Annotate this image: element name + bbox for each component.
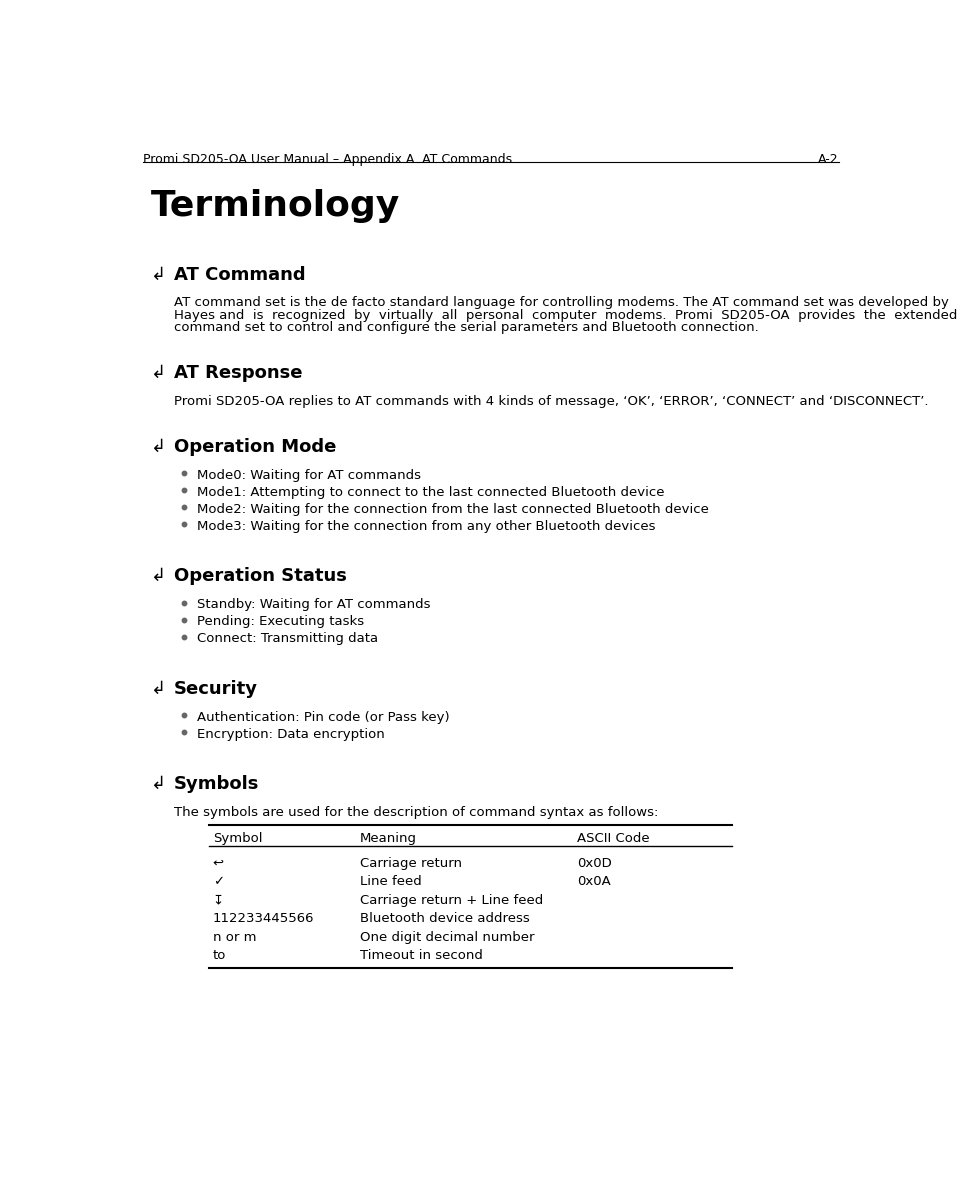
Text: ↩: ↩ [213,856,224,869]
Text: Authentication: Pin code (or Pass key): Authentication: Pin code (or Pass key) [197,710,450,723]
Text: Mode2: Waiting for the connection from the last connected Bluetooth device: Mode2: Waiting for the connection from t… [197,503,709,516]
Text: Promi SD205-OA User Manual – Appendix A. AT Commands: Promi SD205-OA User Manual – Appendix A.… [143,153,513,166]
Text: Symbols: Symbols [174,776,260,793]
Text: to: to [213,949,226,962]
Text: One digit decimal number: One digit decimal number [360,931,535,944]
Text: n or m: n or m [213,931,256,944]
Text: ↲: ↲ [150,364,166,382]
Text: 0x0A: 0x0A [577,875,611,888]
Text: Connect: Transmitting data: Connect: Transmitting data [197,632,378,645]
Text: Carriage return: Carriage return [360,856,462,869]
Text: ↧: ↧ [213,894,224,907]
Text: A-2: A-2 [818,153,839,166]
Text: ↲: ↲ [150,567,166,586]
Text: Standby: Waiting for AT commands: Standby: Waiting for AT commands [197,598,431,611]
Text: Line feed: Line feed [360,875,422,888]
Text: Security: Security [174,680,258,697]
Text: Hayes and  is  recognized  by  virtually  all  personal  computer  modems.  Prom: Hayes and is recognized by virtually all… [174,308,958,321]
Text: The symbols are used for the description of command syntax as follows:: The symbols are used for the description… [174,806,658,820]
Text: ↲: ↲ [150,776,166,793]
Text: Symbol: Symbol [213,833,262,846]
Text: Promi SD205-OA replies to AT commands with 4 kinds of message, ‘OK’, ‘ERROR’, ‘C: Promi SD205-OA replies to AT commands wi… [174,395,928,408]
Text: command set to control and configure the serial parameters and Bluetooth connect: command set to control and configure the… [174,321,759,334]
Text: Operation Status: Operation Status [174,567,347,586]
Text: AT Command: AT Command [174,266,306,283]
Text: AT command set is the de facto standard language for controlling modems. The AT : AT command set is the de facto standard … [174,296,948,310]
Text: Mode0: Waiting for AT commands: Mode0: Waiting for AT commands [197,468,422,482]
Text: Terminology: Terminology [150,189,400,223]
Text: ↲: ↲ [150,438,166,455]
Text: ASCII Code: ASCII Code [577,833,650,846]
Text: ↲: ↲ [150,266,166,283]
Text: Timeout in second: Timeout in second [360,949,483,962]
Text: Meaning: Meaning [360,833,417,846]
Text: Bluetooth device address: Bluetooth device address [360,912,530,925]
Text: Encryption: Data encryption: Encryption: Data encryption [197,727,385,740]
Text: Mode3: Waiting for the connection from any other Bluetooth devices: Mode3: Waiting for the connection from a… [197,519,655,533]
Text: ✓: ✓ [213,875,224,888]
Text: ↲: ↲ [150,680,166,697]
Text: Pending: Executing tasks: Pending: Executing tasks [197,616,364,629]
Text: Carriage return + Line feed: Carriage return + Line feed [360,894,543,907]
Text: Operation Mode: Operation Mode [174,438,336,455]
Text: Mode1: Attempting to connect to the last connected Bluetooth device: Mode1: Attempting to connect to the last… [197,486,665,499]
Text: AT Response: AT Response [174,364,303,382]
Text: 0x0D: 0x0D [577,856,612,869]
Text: 112233445566: 112233445566 [213,912,314,925]
